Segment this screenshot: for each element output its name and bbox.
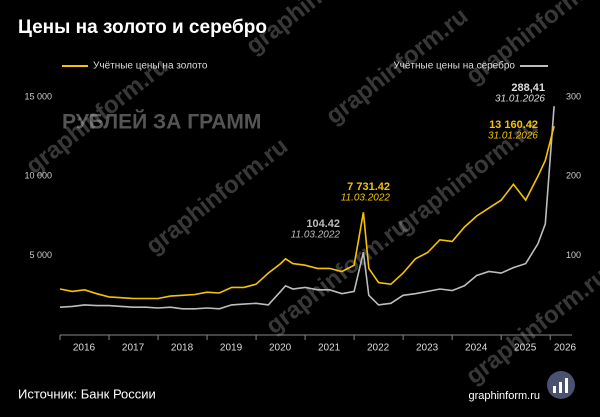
x-tick-label: 2016 — [73, 343, 96, 354]
y-tick-label: 15 000 — [24, 91, 52, 101]
y2-tick-label: 300 — [566, 91, 581, 101]
x-tick-label: 2021 — [318, 343, 341, 354]
annotation-value: 7 731.42 — [347, 181, 390, 193]
x-tick-label: 2023 — [416, 343, 439, 354]
brand: graphinform.ru — [468, 390, 540, 402]
watermark: graphinform.ru — [241, 0, 393, 60]
axis-label: РУБЛЕЙ ЗА ГРАММ — [62, 110, 261, 134]
annotation-value: 13 160.42 — [489, 119, 538, 131]
y-tick-label: 5 000 — [29, 250, 52, 260]
x-tick-label: 2018 — [171, 343, 194, 354]
annotation-date: 31.01.2026 — [488, 131, 538, 142]
annotation-value: 104.42 — [306, 218, 340, 230]
x-tick-label: 2025 — [514, 343, 537, 354]
series-line — [59, 126, 555, 300]
chart-title: Цены на золото и серебро — [18, 17, 267, 38]
x-tick-label: 2019 — [220, 343, 243, 354]
annotation-date: 11.03.2022 — [291, 230, 341, 241]
source: Источник: Банк России — [18, 386, 156, 401]
watermark: graphinform.ru — [141, 133, 293, 260]
x-tick-label: 2024 — [465, 343, 488, 354]
x-tick-label: 2017 — [122, 343, 145, 354]
y-tick-label: 10 000 — [24, 171, 52, 181]
y2-tick-label: 200 — [566, 171, 581, 181]
y2-tick-label: 100 — [566, 250, 581, 260]
legend-label: Учётные цены на серебро — [393, 60, 515, 72]
watermark: graphinform.ru — [461, 263, 600, 390]
series-line — [59, 106, 555, 310]
legend-label: Учётные цены на золото — [93, 61, 208, 72]
annotation-value: 288,41 — [511, 82, 545, 94]
annotation-date: 31.01.2026 — [495, 94, 545, 105]
x-tick-label: 2026 — [554, 343, 577, 354]
watermark: graphinform.ru — [461, 0, 600, 90]
annotation-date: 11.03.2022 — [341, 193, 391, 204]
logo — [547, 371, 575, 399]
x-tick-label: 2022 — [367, 343, 390, 354]
x-tick-label: 2020 — [269, 343, 292, 354]
